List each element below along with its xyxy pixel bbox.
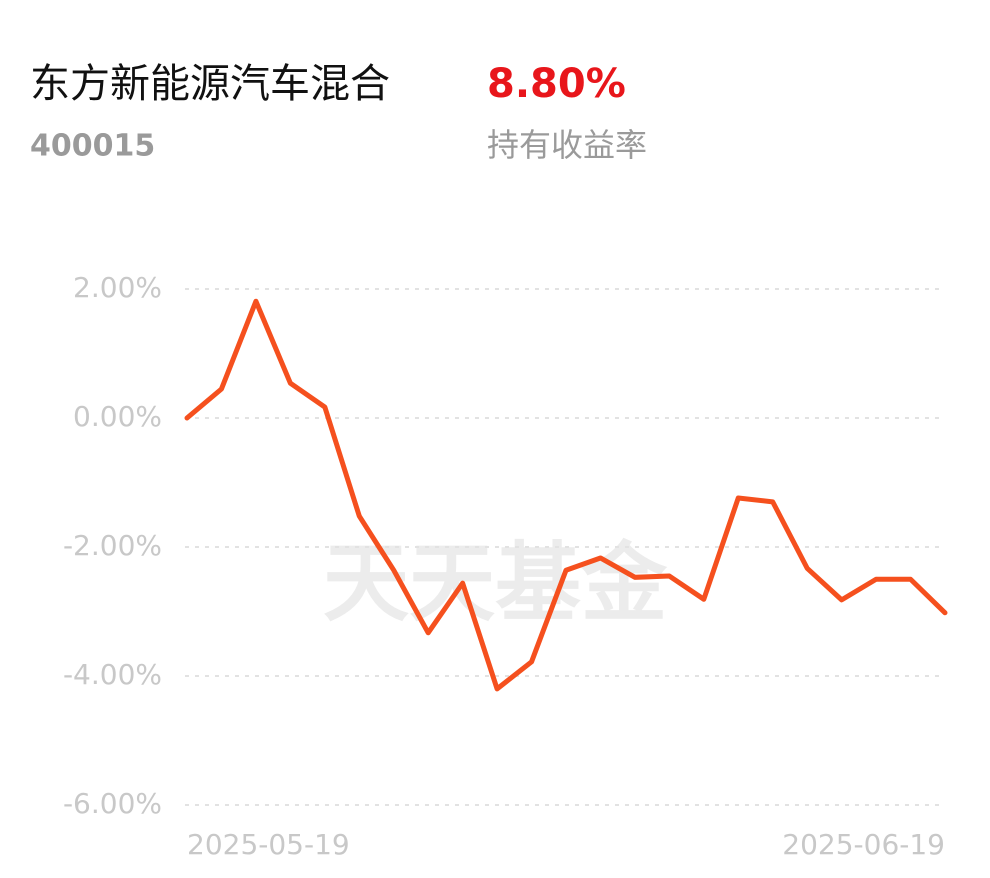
y-tick-label: 0.00%: [73, 400, 162, 433]
y-tick-label: -6.00%: [63, 787, 162, 820]
y-tick-label: -4.00%: [63, 658, 162, 691]
return-label: 持有收益率: [487, 126, 647, 164]
y-tick-label: -2.00%: [63, 529, 162, 562]
chart-title: 东方新能源汽车混合: [30, 61, 390, 107]
return-value: 8.80%: [487, 61, 626, 107]
line: [184, 298, 948, 692]
x-tick-label: 2025-05-19: [187, 828, 350, 861]
x-tick-label: 2025-06-19: [782, 828, 945, 861]
fund-code: 400015: [30, 129, 155, 164]
y-tick-label: 2.00%: [73, 271, 162, 304]
